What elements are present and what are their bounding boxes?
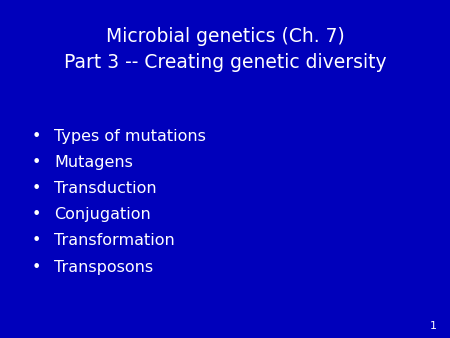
Text: Types of mutations: Types of mutations (54, 129, 206, 144)
Text: 1: 1 (429, 321, 436, 331)
Text: •: • (32, 260, 40, 274)
Text: •: • (32, 182, 40, 196)
Text: •: • (32, 155, 40, 170)
Text: •: • (32, 208, 40, 222)
Text: Transformation: Transformation (54, 234, 175, 248)
Text: Transposons: Transposons (54, 260, 153, 274)
Text: Mutagens: Mutagens (54, 155, 133, 170)
Text: Microbial genetics (Ch. 7)
Part 3 -- Creating genetic diversity: Microbial genetics (Ch. 7) Part 3 -- Cre… (64, 27, 386, 72)
Text: Transduction: Transduction (54, 182, 157, 196)
Text: Conjugation: Conjugation (54, 208, 151, 222)
Text: •: • (32, 129, 40, 144)
Text: •: • (32, 234, 40, 248)
